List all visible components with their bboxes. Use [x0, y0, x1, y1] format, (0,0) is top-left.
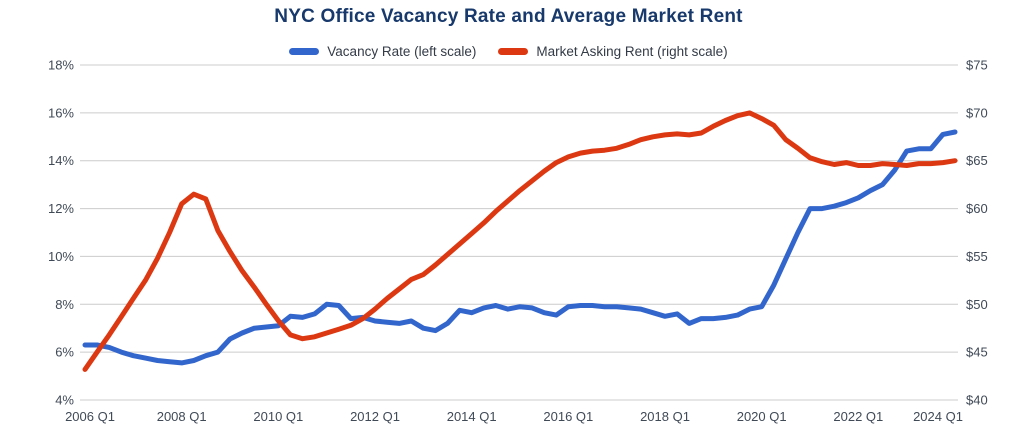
market-rent-line [82, 110, 958, 372]
legend: Vacancy Rate (left scale) Market Asking … [0, 44, 1017, 59]
right-axis-tick-label: $55 [966, 249, 988, 264]
left-axis-tick-label: 6% [55, 345, 74, 360]
legend-item-rent: Market Asking Rent (right scale) [498, 44, 728, 59]
left-axis-tick-label: 14% [48, 153, 74, 168]
chart-title: NYC Office Vacancy Rate and Average Mark… [274, 6, 743, 27]
right-axis-tick-label: $60 [966, 201, 988, 216]
left-axis-tick-label: 16% [48, 105, 74, 120]
vacancy-legend-label: Vacancy Rate (left scale) [327, 44, 477, 59]
right-axis-tick-label: $70 [966, 105, 988, 120]
vacancy-rate-line [82, 129, 958, 366]
x-axis-tick-label: 2024 Q1 [913, 409, 963, 424]
left-axis-tick-label: 8% [55, 297, 74, 312]
rent-legend-swatch [498, 48, 529, 55]
left-axis-tick-label: 4% [55, 393, 74, 408]
x-axis-tick-label: 2010 Q1 [253, 409, 303, 424]
right-axis-tick-label: $50 [966, 297, 988, 312]
right-axis-tick-label: $75 [966, 58, 988, 73]
x-axis-tick-label: 2008 Q1 [157, 409, 207, 424]
left-axis-tick-label: 18% [48, 58, 74, 73]
x-axis-tick-label: 2022 Q1 [833, 409, 883, 424]
right-axis-tick-label: $65 [966, 153, 988, 168]
legend-item-vacancy: Vacancy Rate (left scale) [289, 44, 476, 59]
x-axis-tick-label: 2006 Q1 [65, 409, 115, 424]
right-axis-tick-label: $40 [966, 393, 988, 408]
left-axis-tick-label: 10% [48, 249, 74, 264]
x-axis-tick-label: 2012 Q1 [350, 409, 400, 424]
x-axis-tick-label: 2020 Q1 [737, 409, 787, 424]
x-axis-tick-label: 2018 Q1 [640, 409, 690, 424]
x-axis-tick-label: 2016 Q1 [543, 409, 593, 424]
rent-legend-label: Market Asking Rent (right scale) [536, 44, 728, 59]
x-axis-tick-label: 2014 Q1 [447, 409, 497, 424]
left-axis-tick-label: 12% [48, 201, 74, 216]
vacancy-legend-swatch [289, 48, 320, 55]
right-axis-tick-label: $45 [966, 345, 988, 360]
